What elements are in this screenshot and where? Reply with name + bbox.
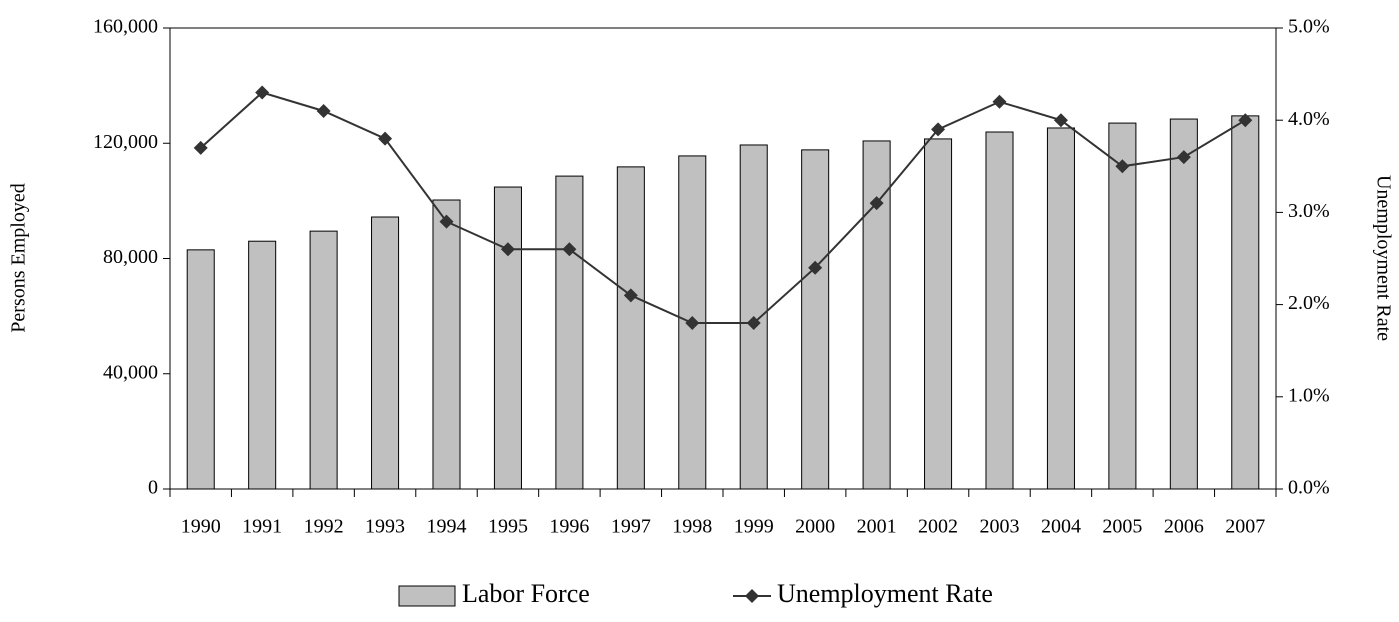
marker (685, 316, 700, 331)
bar (985, 131, 1014, 490)
marker (746, 316, 761, 331)
line (200, 91, 1246, 325)
y-tick-label: 40,000 (103, 361, 158, 383)
bar (1046, 127, 1075, 490)
x-tick-label: 1990 (181, 516, 221, 538)
marker (316, 103, 331, 118)
x-tick-label: 1994 (427, 516, 467, 538)
x-tick-label: 1999 (734, 516, 774, 538)
x-tick-label: 2000 (795, 516, 835, 538)
x-tick-label: 1998 (672, 516, 712, 538)
x-tick-label: 2003 (980, 516, 1020, 538)
x-tick-label: 2006 (1164, 516, 1204, 538)
y-tick-label: 160,000 (93, 16, 158, 38)
bar (1169, 118, 1198, 490)
x-tick-label: 1997 (611, 516, 651, 538)
bar (924, 138, 953, 490)
bar (432, 199, 461, 490)
marker (378, 131, 393, 146)
x-tick-label: 1992 (304, 516, 344, 538)
y2-tick-label: 3.0% (1288, 200, 1330, 222)
marker (808, 260, 823, 275)
marker (869, 196, 884, 211)
marker (623, 288, 638, 303)
legend-swatch (398, 585, 456, 607)
bar (493, 186, 522, 490)
y-tick-label: 120,000 (93, 131, 158, 153)
bar (801, 149, 830, 490)
y2-tick-label: 0.0% (1288, 477, 1330, 499)
marker (562, 242, 577, 257)
marker (439, 214, 454, 229)
marker (931, 122, 946, 137)
bar (371, 216, 400, 490)
y-axis-label: Persons Employed (8, 183, 30, 332)
bar (616, 166, 645, 490)
y2-tick-label: 1.0% (1288, 384, 1330, 406)
bar (309, 230, 338, 490)
x-tick-label: 1995 (488, 516, 528, 538)
legend-label: Labor Force (462, 579, 590, 608)
marker (1238, 113, 1253, 128)
x-tick-label: 2001 (857, 516, 897, 538)
y-tick-label: 0 (148, 477, 158, 499)
y2-tick-label: 4.0% (1288, 108, 1330, 130)
bar (555, 175, 584, 490)
x-tick-label: 2004 (1041, 516, 1081, 538)
y2-axis-label: Unemployment Rate (1372, 175, 1394, 341)
y2-tick-label: 5.0% (1288, 16, 1330, 38)
x-tick-label: 2007 (1225, 516, 1265, 538)
bar (1231, 115, 1260, 490)
x-tick-label: 1993 (365, 516, 405, 538)
bar (186, 249, 215, 490)
marker (1176, 150, 1191, 165)
marker (193, 140, 208, 155)
x-tick-label: 2002 (918, 516, 958, 538)
marker (992, 94, 1007, 109)
legend-label: Unemployment Rate (777, 579, 993, 608)
y-tick-label: 80,000 (103, 246, 158, 268)
x-tick-label: 1996 (549, 516, 589, 538)
legend-marker (745, 589, 759, 603)
y2-tick-label: 2.0% (1288, 292, 1330, 314)
bar (1108, 122, 1137, 490)
bar (248, 240, 277, 490)
marker (1053, 113, 1068, 128)
x-tick-label: 2005 (1102, 516, 1142, 538)
x-tick-label: 1991 (242, 516, 282, 538)
marker (255, 85, 270, 100)
marker (1115, 159, 1130, 174)
marker (500, 242, 515, 257)
